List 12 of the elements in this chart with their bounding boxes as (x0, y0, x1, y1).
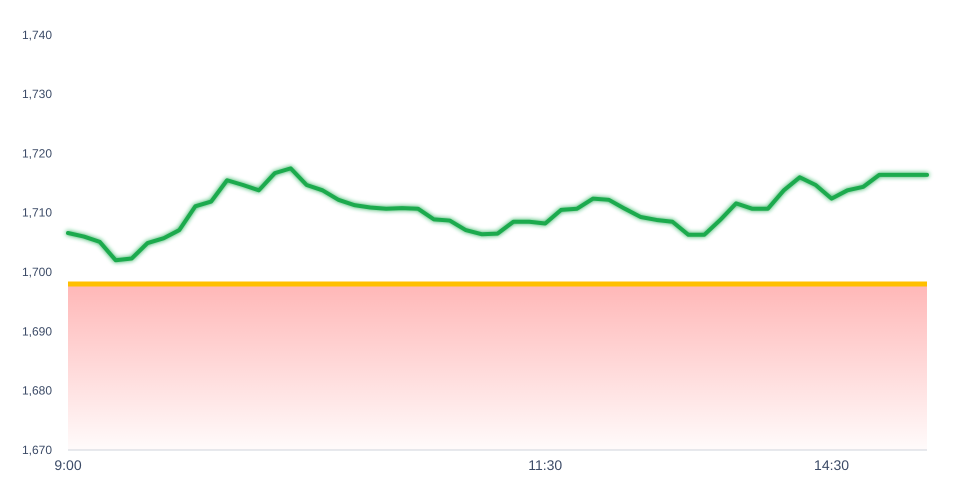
x-tick-label: 11:30 (528, 456, 562, 473)
y-tick-label: 1,720 (22, 146, 52, 160)
x-tick-label: 14:30 (814, 456, 850, 473)
y-tick-label: 1,740 (22, 28, 52, 42)
y-tick-label: 1,710 (22, 206, 52, 220)
y-tick-label: 1,670 (22, 442, 52, 457)
x-tick-label: 9:00 (54, 456, 82, 473)
y-tick-label: 1,680 (22, 384, 52, 398)
y-tick-label: 1,690 (22, 324, 52, 338)
y-tick-label: 1,700 (22, 264, 52, 279)
line-series (66, 166, 929, 262)
y-tick-label: 1,730 (22, 87, 52, 102)
